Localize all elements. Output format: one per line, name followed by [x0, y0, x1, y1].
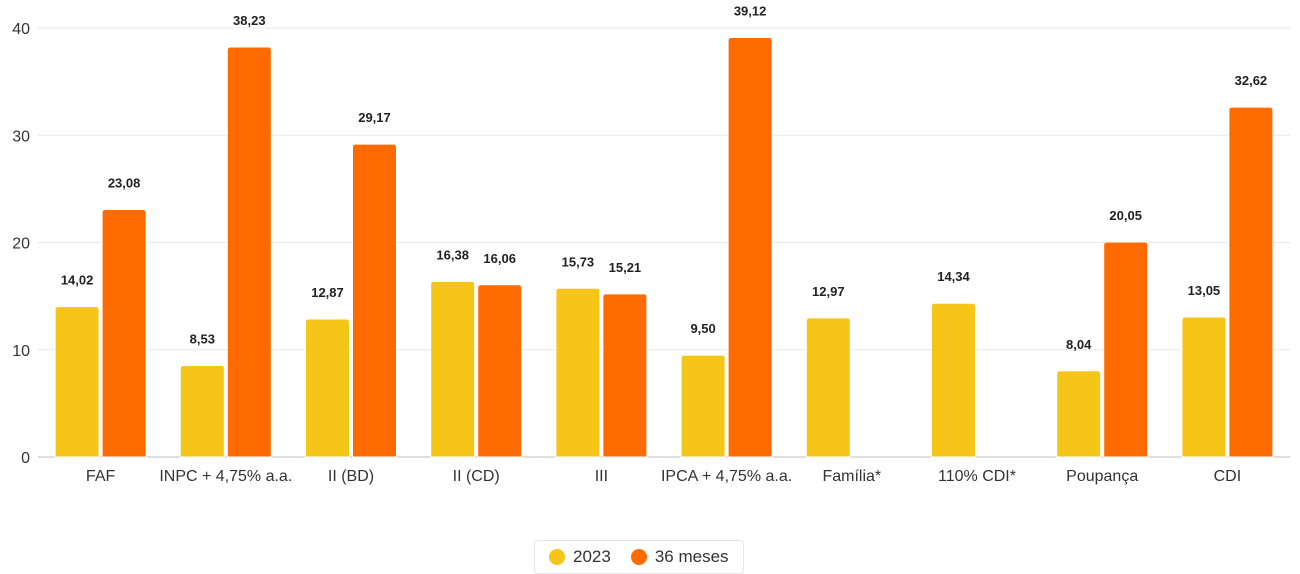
bar-36-meses[interactable] — [101, 208, 147, 458]
x-category-label: INPC + 4,75% a.a. — [159, 468, 292, 485]
y-tick-label: 10 — [12, 343, 30, 360]
bar-2023[interactable] — [680, 354, 726, 458]
data-label: 12,87 — [311, 285, 344, 300]
bar-2023[interactable] — [1056, 370, 1102, 458]
bars — [54, 36, 1274, 458]
bar-2023[interactable] — [555, 287, 601, 458]
y-tick-label: 0 — [21, 450, 30, 467]
gridlines — [38, 27, 1290, 458]
x-category-label: Poupança — [1066, 468, 1138, 485]
data-label: 16,06 — [483, 251, 516, 266]
legend-item-36-meses[interactable]: 36 meses — [630, 547, 729, 567]
bar-36-meses[interactable] — [602, 293, 648, 458]
bar-36-meses[interactable] — [727, 36, 773, 458]
data-label: 13,05 — [1188, 283, 1221, 298]
data-label: 14,34 — [937, 269, 970, 284]
data-label: 15,21 — [609, 260, 642, 275]
data-labels: 14,02 23,08 8,53 38,23 12,87 29,17 16,38 16,06 1… — [61, 3, 1267, 351]
data-label: 16,38 — [436, 247, 469, 262]
data-label: 23,08 — [108, 175, 141, 190]
legend-label-2023: 2023 — [573, 547, 611, 566]
bar-2023[interactable] — [430, 280, 476, 458]
x-category-label: FAF — [86, 468, 116, 485]
bar-36-meses[interactable] — [1103, 241, 1149, 458]
y-tick-label: 20 — [12, 236, 30, 253]
x-category-label: II (CD) — [453, 468, 500, 485]
data-label: 12,97 — [812, 284, 845, 299]
legend: 2023 36 meses — [534, 540, 744, 574]
x-category-label: III — [595, 468, 608, 485]
bar-36-meses[interactable] — [226, 46, 272, 458]
bar-2023[interactable] — [305, 318, 350, 458]
x-category-label: II (BD) — [328, 468, 374, 485]
x-category-label: 110% CDI* — [938, 468, 1016, 485]
y-tick-label: 40 — [12, 21, 30, 38]
bar-36-meses[interactable] — [477, 284, 523, 458]
x-category-label: IPCA + 4,75% a.a. — [661, 468, 792, 485]
data-label: 15,73 — [562, 254, 595, 269]
x-category-label: Família* — [822, 468, 881, 485]
y-axis: 0 10 20 30 40 — [12, 21, 30, 467]
data-label: 20,05 — [1109, 208, 1142, 223]
bar-36-meses[interactable] — [352, 143, 397, 458]
x-axis: FAF INPC + 4,75% a.a. II (BD) II (CD) III IPC… — [86, 468, 1241, 485]
legend-item-2023[interactable]: 2023 — [549, 547, 611, 567]
data-label: 29,17 — [358, 110, 391, 125]
data-label: 9,50 — [690, 321, 715, 336]
bar-2023[interactable] — [931, 302, 976, 458]
legend-swatch-2023 — [549, 549, 565, 565]
bar-2023[interactable] — [54, 306, 100, 458]
bar-2023[interactable] — [805, 317, 851, 458]
bar-2023[interactable] — [1181, 316, 1227, 458]
data-label: 38,23 — [233, 13, 266, 28]
legend-label-36-meses: 36 meses — [654, 547, 729, 566]
y-tick-label: 30 — [12, 128, 30, 145]
data-label: 8,53 — [190, 332, 215, 347]
data-label: 8,04 — [1066, 337, 1092, 352]
legend-swatch-36-meses — [630, 549, 647, 565]
x-category-label: CDI — [1214, 468, 1242, 485]
bar-36-meses[interactable] — [1228, 106, 1274, 458]
data-label: 14,02 — [61, 273, 94, 288]
bar-2023[interactable] — [179, 365, 225, 458]
data-label: 32,62 — [1235, 73, 1268, 88]
data-label: 39,12 — [734, 3, 767, 18]
